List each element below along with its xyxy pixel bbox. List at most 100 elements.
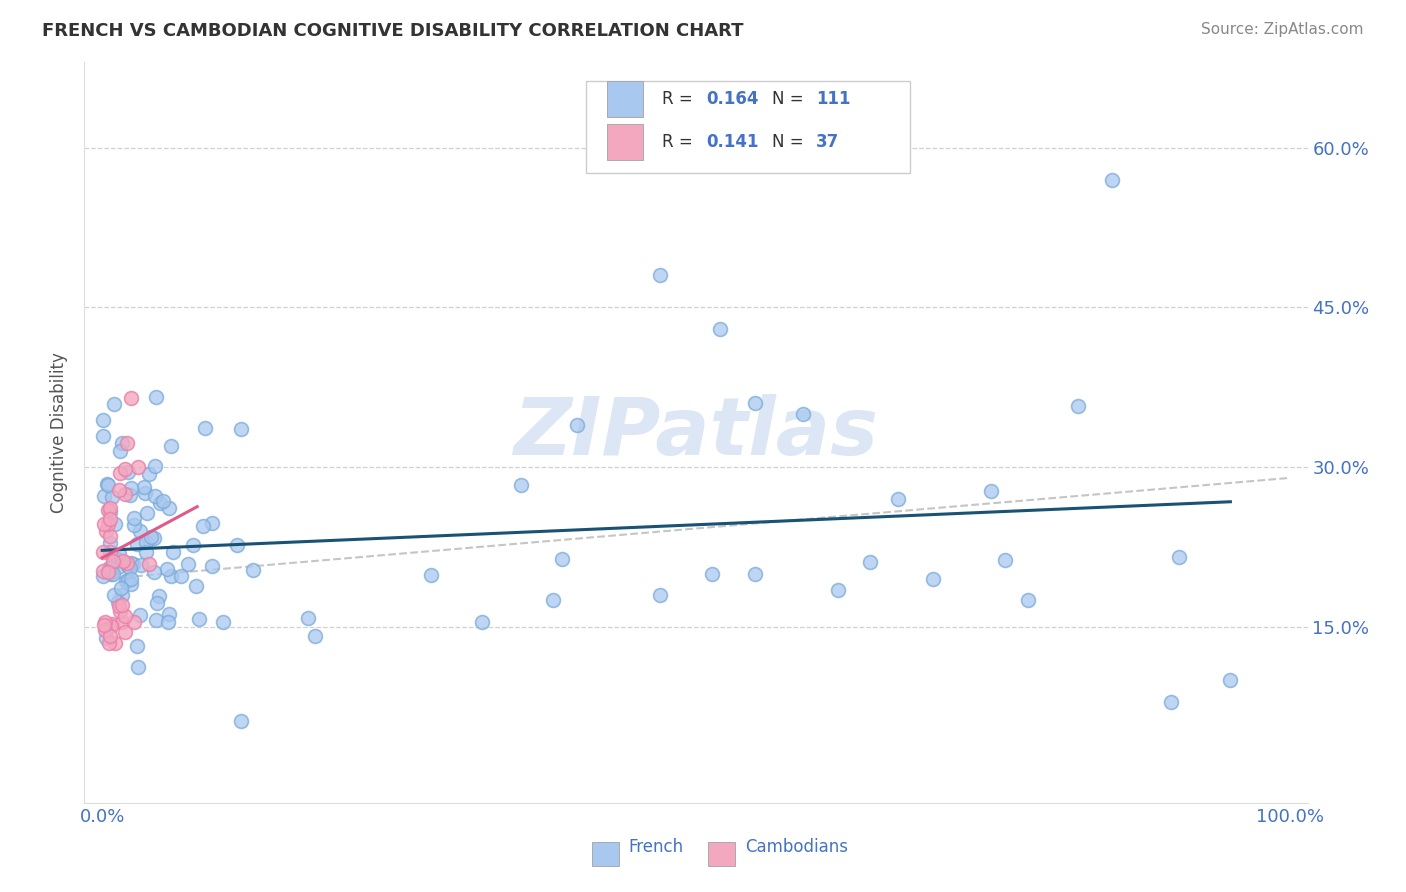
Point bbox=[120, 576, 142, 591]
Point bbox=[107, 483, 129, 498]
Point bbox=[98, 545, 121, 559]
Point bbox=[887, 492, 910, 507]
Point bbox=[101, 617, 124, 632]
Point bbox=[105, 552, 128, 566]
Point bbox=[108, 466, 131, 480]
Point bbox=[194, 421, 217, 435]
Point bbox=[101, 554, 124, 568]
Point bbox=[127, 639, 149, 653]
Point bbox=[114, 608, 136, 623]
Point bbox=[297, 611, 319, 625]
Point bbox=[97, 565, 120, 579]
Point bbox=[1219, 673, 1241, 688]
Point bbox=[226, 538, 249, 552]
Point bbox=[229, 422, 252, 436]
Point bbox=[859, 555, 882, 569]
Point bbox=[122, 615, 145, 630]
Point bbox=[122, 557, 145, 571]
Point bbox=[94, 623, 117, 637]
Point bbox=[98, 500, 121, 515]
Point bbox=[152, 493, 174, 508]
Point bbox=[127, 659, 149, 673]
Text: N =: N = bbox=[772, 90, 808, 108]
Point bbox=[162, 545, 184, 559]
Text: R =: R = bbox=[662, 90, 697, 108]
Point bbox=[156, 562, 179, 576]
Point bbox=[650, 588, 672, 602]
Point bbox=[98, 629, 121, 643]
Text: 0.141: 0.141 bbox=[706, 133, 758, 151]
Point bbox=[98, 512, 121, 526]
Point bbox=[93, 413, 115, 427]
Point bbox=[120, 481, 142, 495]
Point bbox=[93, 617, 115, 632]
Point bbox=[134, 486, 156, 500]
Point bbox=[125, 537, 148, 551]
Point bbox=[104, 517, 127, 532]
Point bbox=[111, 588, 134, 602]
Point bbox=[96, 631, 118, 645]
Point bbox=[1101, 172, 1123, 186]
Point bbox=[94, 615, 117, 629]
Point bbox=[91, 564, 114, 578]
Point bbox=[191, 518, 214, 533]
Point bbox=[96, 477, 118, 491]
Point bbox=[304, 629, 326, 643]
Point bbox=[471, 615, 494, 629]
Point bbox=[143, 565, 166, 579]
Point bbox=[103, 588, 125, 602]
Point bbox=[120, 572, 142, 586]
Point bbox=[922, 572, 945, 586]
Point bbox=[107, 595, 129, 609]
Text: 111: 111 bbox=[815, 90, 851, 108]
Point bbox=[128, 608, 150, 623]
Point bbox=[744, 396, 766, 410]
Point bbox=[567, 417, 589, 432]
Point bbox=[509, 478, 531, 492]
Point bbox=[115, 574, 138, 588]
Point bbox=[122, 517, 145, 532]
Point bbox=[128, 524, 150, 538]
Text: 37: 37 bbox=[815, 133, 839, 151]
Point bbox=[145, 613, 167, 627]
Point bbox=[117, 558, 139, 573]
FancyBboxPatch shape bbox=[606, 81, 644, 117]
Point bbox=[792, 407, 814, 421]
Point bbox=[212, 615, 235, 630]
FancyBboxPatch shape bbox=[586, 81, 910, 173]
Point bbox=[135, 535, 157, 549]
Text: French: French bbox=[628, 838, 683, 856]
Point bbox=[135, 506, 157, 520]
Text: Source: ZipAtlas.com: Source: ZipAtlas.com bbox=[1201, 22, 1364, 37]
Point bbox=[139, 530, 162, 544]
Point bbox=[93, 489, 115, 503]
Point bbox=[110, 604, 132, 618]
Point bbox=[115, 436, 138, 450]
Point bbox=[97, 477, 120, 491]
Point bbox=[138, 558, 160, 572]
Point bbox=[114, 487, 136, 501]
Point bbox=[93, 429, 115, 443]
Point bbox=[420, 568, 443, 582]
Point bbox=[201, 516, 224, 530]
Point bbox=[114, 625, 136, 640]
Point bbox=[157, 607, 180, 621]
Point bbox=[100, 561, 122, 575]
Point bbox=[115, 556, 138, 570]
Point bbox=[100, 619, 122, 633]
Text: FRENCH VS CAMBODIAN COGNITIVE DISABILITY CORRELATION CHART: FRENCH VS CAMBODIAN COGNITIVE DISABILITY… bbox=[42, 22, 744, 40]
Point bbox=[169, 568, 191, 582]
Point bbox=[120, 556, 142, 570]
Text: N =: N = bbox=[772, 133, 808, 151]
Point bbox=[184, 579, 207, 593]
Point bbox=[107, 560, 129, 574]
Point bbox=[176, 558, 198, 572]
Point bbox=[160, 569, 183, 583]
Point bbox=[142, 531, 165, 545]
Point bbox=[111, 554, 134, 568]
Point bbox=[138, 467, 160, 482]
Point bbox=[111, 598, 134, 612]
Point bbox=[97, 560, 120, 574]
Point bbox=[98, 566, 121, 580]
Text: R =: R = bbox=[662, 133, 697, 151]
